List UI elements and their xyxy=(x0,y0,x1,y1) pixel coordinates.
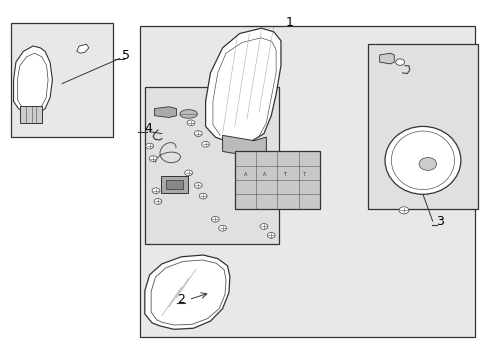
Ellipse shape xyxy=(194,131,202,136)
FancyBboxPatch shape xyxy=(165,180,183,189)
Ellipse shape xyxy=(267,233,275,238)
Ellipse shape xyxy=(218,225,226,231)
Polygon shape xyxy=(154,107,176,117)
Ellipse shape xyxy=(211,216,219,222)
Polygon shape xyxy=(144,255,229,329)
Text: T: T xyxy=(282,172,285,177)
Polygon shape xyxy=(222,135,266,157)
Text: A: A xyxy=(263,172,266,177)
FancyBboxPatch shape xyxy=(11,23,113,137)
Ellipse shape xyxy=(145,143,153,149)
Ellipse shape xyxy=(199,193,206,199)
Ellipse shape xyxy=(194,183,202,188)
FancyBboxPatch shape xyxy=(368,44,477,208)
Ellipse shape xyxy=(149,156,157,161)
Text: 1: 1 xyxy=(285,17,293,30)
Ellipse shape xyxy=(260,224,267,229)
Ellipse shape xyxy=(152,188,160,194)
Ellipse shape xyxy=(184,170,192,176)
Polygon shape xyxy=(205,28,281,144)
Polygon shape xyxy=(379,53,393,64)
FancyBboxPatch shape xyxy=(144,87,278,244)
FancyBboxPatch shape xyxy=(20,106,41,123)
Text: 3: 3 xyxy=(436,215,444,228)
Text: 4: 4 xyxy=(144,122,152,135)
Ellipse shape xyxy=(201,141,209,147)
Ellipse shape xyxy=(395,59,404,65)
Ellipse shape xyxy=(154,199,162,204)
FancyBboxPatch shape xyxy=(234,152,319,208)
Ellipse shape xyxy=(187,120,195,126)
Ellipse shape xyxy=(418,157,436,170)
Polygon shape xyxy=(77,44,89,53)
Polygon shape xyxy=(14,46,52,114)
Ellipse shape xyxy=(384,126,460,194)
FancyBboxPatch shape xyxy=(140,26,474,337)
Text: 2: 2 xyxy=(177,293,185,306)
Ellipse shape xyxy=(180,110,197,118)
Text: A: A xyxy=(244,172,246,177)
Ellipse shape xyxy=(398,207,408,214)
FancyBboxPatch shape xyxy=(161,176,187,193)
Text: 5: 5 xyxy=(122,49,130,62)
Text: T: T xyxy=(302,172,305,177)
